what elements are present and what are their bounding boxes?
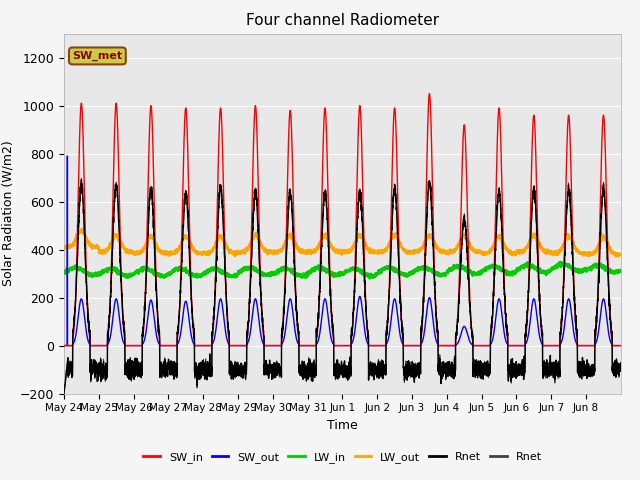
Legend: SW_in, SW_out, LW_in, LW_out, Rnet, Rnet: SW_in, SW_out, LW_in, LW_out, Rnet, Rnet [139,447,546,467]
X-axis label: Time: Time [327,419,358,432]
Text: SW_met: SW_met [72,51,122,61]
Y-axis label: Solar Radiation (W/m2): Solar Radiation (W/m2) [1,141,14,287]
Title: Four channel Radiometer: Four channel Radiometer [246,13,439,28]
